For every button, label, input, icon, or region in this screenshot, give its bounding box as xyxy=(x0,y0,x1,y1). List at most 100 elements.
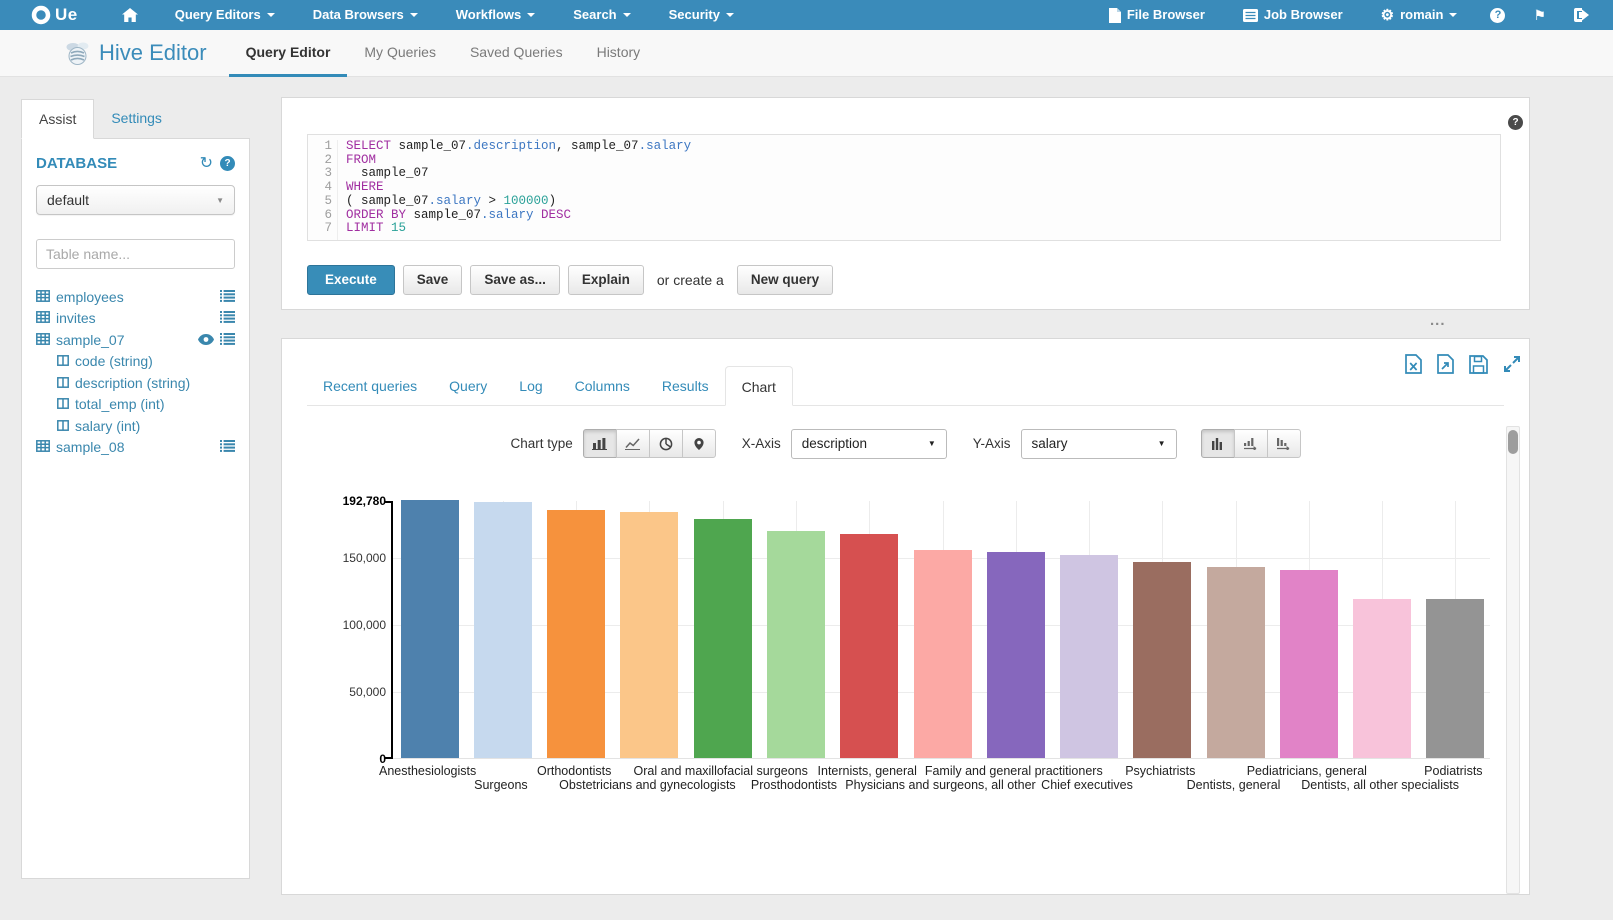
y-axis-select[interactable]: salary ▼ xyxy=(1020,428,1177,459)
bar-pediatricians-general[interactable] xyxy=(1279,569,1338,758)
chart-type-line-button[interactable] xyxy=(615,429,650,458)
chart-type-map-button[interactable] xyxy=(681,429,716,458)
table-menu-icon[interactable] xyxy=(220,310,235,326)
column-row-code[interactable]: code (string) xyxy=(36,351,235,373)
bar-oral-and-maxillofacial-surgeons[interactable] xyxy=(693,519,752,758)
sql-line: FROM xyxy=(346,153,691,168)
axis-tick xyxy=(385,501,393,503)
save-results-button[interactable] xyxy=(1469,354,1488,374)
logout-icon xyxy=(1574,8,1589,22)
download-excel-button[interactable] xyxy=(1405,354,1422,374)
tab-settings[interactable]: Settings xyxy=(111,110,162,126)
flag-icon: ⚑ xyxy=(1533,6,1546,23)
hive-editor-logo[interactable]: Hive Editor xyxy=(64,40,207,66)
menu-data-browsers[interactable]: Data Browsers xyxy=(294,0,437,30)
column-icon xyxy=(57,396,69,412)
download-csv-button[interactable] xyxy=(1437,354,1454,374)
bar-orthodontists[interactable] xyxy=(547,509,606,758)
new-query-button[interactable]: New query xyxy=(736,265,834,295)
results-tab-columns[interactable]: Columns xyxy=(574,378,630,394)
logout-button[interactable] xyxy=(1560,0,1603,30)
help-button[interactable]: ? xyxy=(1476,0,1519,30)
bar-physicians-and-surgeons-all-other[interactable] xyxy=(913,550,972,758)
chart-type-label: Chart type xyxy=(510,436,573,451)
caret-down-icon xyxy=(622,13,631,17)
feedback-flag-button[interactable]: ⚑ xyxy=(1519,0,1560,30)
menu-label: Data Browsers xyxy=(312,7,404,22)
line-number: 3 xyxy=(324,166,332,181)
home-button[interactable] xyxy=(104,0,156,30)
menu-security[interactable]: Security xyxy=(650,0,753,30)
column-row-salary[interactable]: salary (int) xyxy=(36,415,235,437)
panel-resize-handle[interactable]: ... xyxy=(1430,312,1446,329)
results-tab-results[interactable]: Results xyxy=(661,378,709,394)
refresh-icon[interactable]: ↻ xyxy=(199,154,213,172)
results-tab-recent-queries[interactable]: Recent queries xyxy=(323,378,418,394)
tab-query-editor[interactable]: Query Editor xyxy=(228,30,348,77)
table-icon xyxy=(36,289,50,305)
chart-type-pie-button[interactable] xyxy=(648,429,683,458)
table-menu-icon[interactable] xyxy=(220,289,235,305)
menu-search[interactable]: Search xyxy=(554,0,649,30)
tab-saved-queries[interactable]: Saved Queries xyxy=(469,43,563,60)
user-menu[interactable]: ⚙ romain xyxy=(1362,0,1477,30)
results-tab-chart[interactable]: Chart xyxy=(724,366,793,406)
job-browser-button[interactable]: Job Browser xyxy=(1224,0,1362,30)
tab-assist[interactable]: Assist xyxy=(21,99,95,139)
tab-my-queries[interactable]: My Queries xyxy=(364,43,436,60)
bar-internists-general[interactable] xyxy=(840,534,899,758)
menu-workflows[interactable]: Workflows xyxy=(437,0,555,30)
column-row-total-emp[interactable]: total_emp (int) xyxy=(36,394,235,416)
y-tick-label: 192,780 xyxy=(342,494,386,508)
bars-grouped-button[interactable] xyxy=(1233,429,1268,458)
table-row-employees[interactable]: employees xyxy=(36,286,235,308)
bar-podiatrists[interactable] xyxy=(1426,599,1485,758)
column-name: code (string) xyxy=(75,353,153,370)
file-browser-button[interactable]: File Browser xyxy=(1090,0,1224,30)
eye-icon[interactable] xyxy=(198,332,214,348)
column-name: total_emp (int) xyxy=(75,396,165,413)
hue-logo[interactable]: Ue xyxy=(30,5,78,25)
results-scrollbar[interactable] xyxy=(1506,426,1520,894)
assist-help-icon[interactable]: ? xyxy=(220,156,235,171)
execute-button[interactable]: Execute xyxy=(307,265,395,295)
bar-family-and-general-practitioners[interactable] xyxy=(986,552,1045,758)
table-row-sample-07[interactable]: sample_07 xyxy=(36,329,235,351)
expand-results-button[interactable] xyxy=(1503,355,1521,373)
x-label-obstetricians-and-gynecologists: Obstetricians and gynecologists xyxy=(559,778,736,792)
bar-psychiatrists[interactable] xyxy=(1133,562,1192,758)
scrollbar-thumb[interactable] xyxy=(1508,430,1518,454)
bar-prosthodontists[interactable] xyxy=(766,530,825,758)
bars-vertical-button[interactable] xyxy=(1200,429,1235,458)
bar-chief-executives[interactable] xyxy=(1060,555,1119,758)
bar-surgeons[interactable] xyxy=(473,501,532,758)
caret-down-icon xyxy=(266,13,275,17)
bar-anesthesiologists[interactable] xyxy=(400,500,459,758)
y-tick-label: 150,000 xyxy=(342,551,386,566)
bar-dentists-general[interactable] xyxy=(1206,566,1265,758)
caret-down-icon xyxy=(409,13,418,17)
results-tab-log[interactable]: Log xyxy=(519,378,543,394)
bars-stacked-button[interactable] xyxy=(1266,429,1301,458)
database-select[interactable]: default ▼ xyxy=(36,185,235,215)
column-row-description[interactable]: description (string) xyxy=(36,372,235,394)
save-button[interactable]: Save xyxy=(402,265,463,295)
editor-help-icon[interactable]: ? xyxy=(1508,115,1523,130)
table-menu-icon[interactable] xyxy=(220,439,235,455)
bar-obstetricians-and-gynecologists[interactable] xyxy=(620,512,679,758)
table-row-invites[interactable]: invites xyxy=(36,308,235,330)
table-menu-icon[interactable] xyxy=(220,332,235,348)
table-row-sample-08[interactable]: sample_08 xyxy=(36,437,235,459)
bar-dentists-all-other-specialists[interactable] xyxy=(1353,599,1412,758)
x-axis-select[interactable]: description ▼ xyxy=(790,428,947,459)
save-as-button[interactable]: Save as... xyxy=(470,265,560,295)
menu-query-editors[interactable]: Query Editors xyxy=(156,0,294,30)
explain-button[interactable]: Explain xyxy=(567,265,644,295)
results-tab-query[interactable]: Query xyxy=(449,378,488,394)
sql-token: LIMIT xyxy=(346,221,384,236)
chart-type-bars-button[interactable] xyxy=(582,429,617,458)
tab-history[interactable]: History xyxy=(596,43,641,60)
table-filter-input[interactable] xyxy=(36,239,235,269)
